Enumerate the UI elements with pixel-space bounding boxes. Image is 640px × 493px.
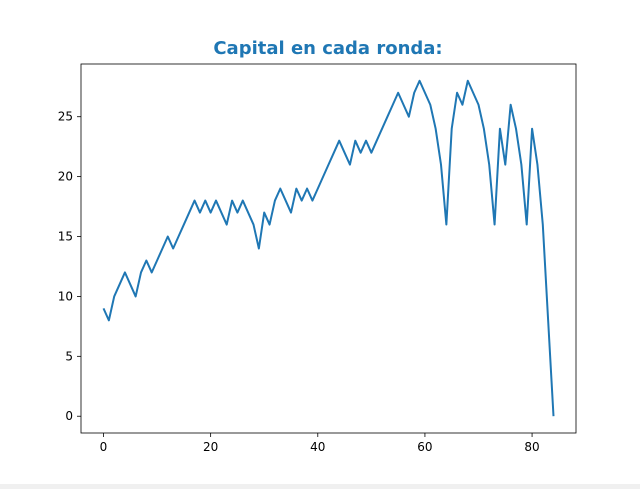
y-tick-label: 25 [58,110,73,124]
series-line-0 [102,79,555,417]
x-tick-label: 60 [417,440,432,454]
x-axis: 0 20 40 60 80 [100,433,540,454]
x-tick-label: 0 [100,440,108,454]
y-tick-label: 15 [58,230,73,244]
bottom-strip [0,484,640,489]
x-tick-label: 20 [203,440,218,454]
y-axis: 0 5 10 15 20 25 [58,110,81,423]
y-tick-label: 10 [58,289,73,303]
y-tick-label: 20 [58,170,73,184]
y-tick-label: 0 [65,409,73,423]
y-tick-label: 5 [65,349,73,363]
plot-area [102,79,555,417]
axes-frame [80,63,577,434]
chart-title: Capital en cada ronda: [213,38,442,59]
x-tick-label: 80 [524,440,539,454]
x-tick-label: 40 [310,440,325,454]
